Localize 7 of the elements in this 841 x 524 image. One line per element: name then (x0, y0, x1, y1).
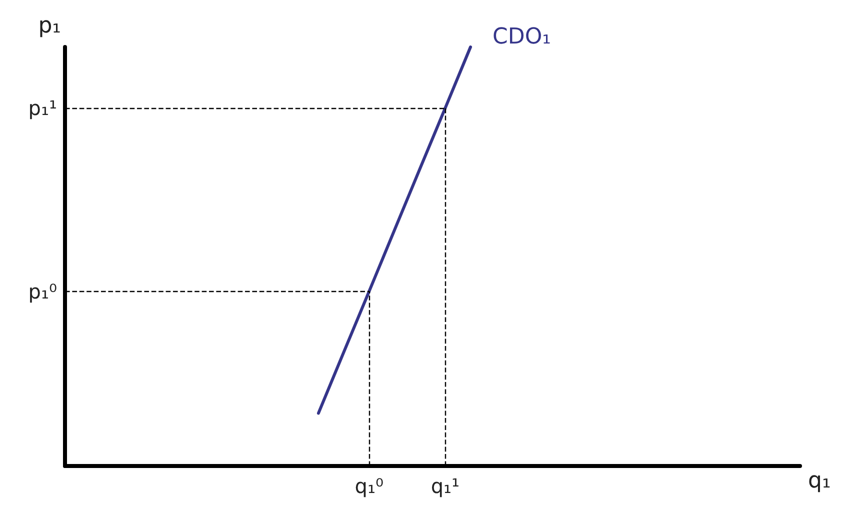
y-axis-title: p₁ (38, 14, 61, 38)
ref-line-label: p₁¹ (28, 96, 57, 120)
x-tick-label: q₁⁰ (354, 474, 384, 498)
series-label: CDO₁ (492, 24, 551, 50)
x-axis-title: q₁ (808, 468, 831, 494)
ref-line-label: p₁⁰ (28, 279, 57, 304)
x-tick-label: q₁¹ (430, 474, 460, 498)
